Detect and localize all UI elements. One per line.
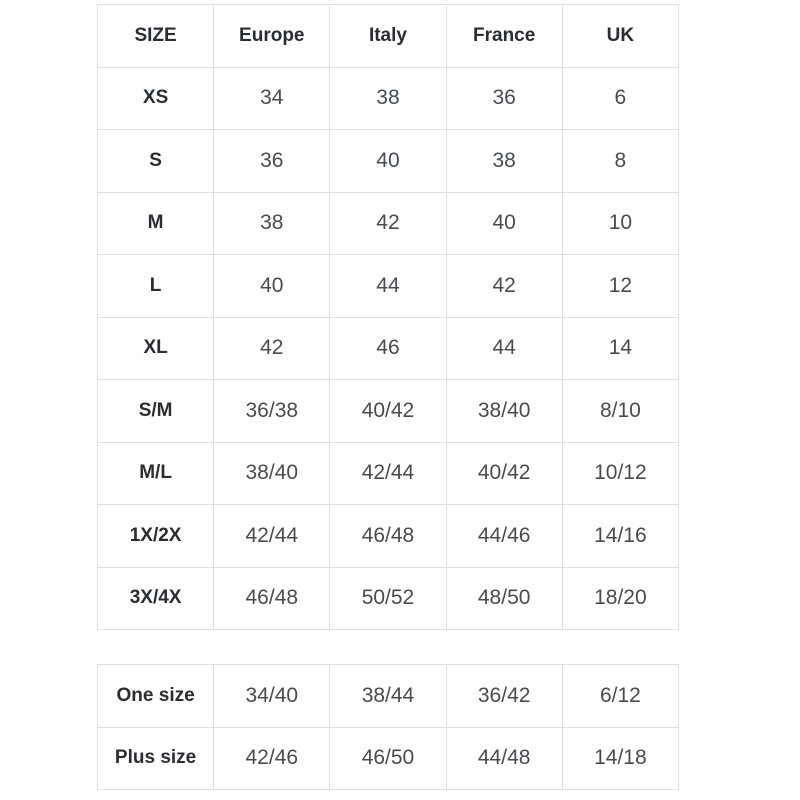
size-value-cell: 44 — [329, 254, 447, 318]
size-value-cell: 8/10 — [561, 379, 680, 443]
size-value-cell: 40/42 — [445, 441, 563, 505]
size-value-cell: 42/46 — [213, 726, 331, 790]
table-row: S 36 40 38 8 — [96, 129, 680, 193]
table-row: M 38 42 40 10 — [96, 191, 680, 255]
size-value-cell: 40 — [329, 129, 447, 193]
size-label-cell: XS — [96, 66, 215, 130]
size-value-cell: 10 — [561, 191, 680, 255]
size-value-cell: 34/40 — [213, 664, 331, 728]
size-value-cell: 38/40 — [445, 379, 563, 443]
column-header-europe: Europe — [213, 4, 331, 68]
size-value-cell: 42/44 — [213, 504, 331, 568]
size-value-cell: 46/48 — [329, 504, 447, 568]
size-value-cell: 14 — [561, 316, 680, 380]
size-label-cell: 1X/2X — [96, 504, 215, 568]
column-header-france: France — [445, 4, 563, 68]
size-value-cell: 44 — [445, 316, 563, 380]
size-value-cell: 40 — [213, 254, 331, 318]
size-value-cell: 14/18 — [561, 726, 680, 790]
size-value-cell: 10/12 — [561, 441, 680, 505]
size-value-cell: 38 — [329, 66, 447, 130]
size-value-cell: 50/52 — [329, 566, 447, 630]
table-row: S/M 36/38 40/42 38/40 8/10 — [96, 379, 680, 443]
size-label-cell: S/M — [96, 379, 215, 443]
size-value-cell: 42/44 — [329, 441, 447, 505]
size-value-cell: 42 — [213, 316, 331, 380]
table-header: SIZE Europe Italy France UK — [96, 4, 680, 68]
size-value-cell: 44/46 — [445, 504, 563, 568]
size-value-cell: 36 — [445, 66, 563, 130]
table-row: XS 34 38 36 6 — [96, 66, 680, 130]
size-value-cell: 6/12 — [561, 664, 680, 728]
size-value-cell: 38 — [213, 191, 331, 255]
size-value-cell: 38 — [445, 129, 563, 193]
size-value-cell: 34 — [213, 66, 331, 130]
table-row: L 40 44 42 12 — [96, 254, 680, 318]
table-row: One size 34/40 38/44 36/42 6/12 — [96, 664, 680, 728]
size-label-cell: M/L — [96, 441, 215, 505]
size-value-cell: 8 — [561, 129, 680, 193]
size-value-cell: 48/50 — [445, 566, 563, 630]
size-value-cell: 46/50 — [329, 726, 447, 790]
size-label-cell: One size — [96, 664, 215, 728]
size-value-cell: 36 — [213, 129, 331, 193]
size-value-cell: 46 — [329, 316, 447, 380]
size-label-cell: Plus size — [96, 726, 215, 790]
special-size-table-body: One size 34/40 38/44 36/42 6/12 Plus size 42/4… — [96, 664, 680, 790]
column-header-size: SIZE — [96, 4, 215, 68]
table-row: Plus size 42/46 46/50 44/48 14/18 — [96, 726, 680, 790]
column-header-uk: UK — [561, 4, 680, 68]
table-row: M/L 38/40 42/44 40/42 10/12 — [96, 441, 680, 505]
size-value-cell: 42 — [329, 191, 447, 255]
column-header-italy: Italy — [329, 4, 447, 68]
size-value-cell: 36/38 — [213, 379, 331, 443]
special-size-table: One size 34/40 38/44 36/42 6/12 Plus size 42/4… — [96, 664, 680, 790]
size-label-cell: 3X/4X — [96, 566, 215, 630]
size-chart-page: SIZE Europe Italy France UK XS 34 38 36 6 S 36… — [96, 4, 680, 790]
size-value-cell: 42 — [445, 254, 563, 318]
size-value-cell: 38/40 — [213, 441, 331, 505]
size-value-cell: 6 — [561, 66, 680, 130]
size-value-cell: 46/48 — [213, 566, 331, 630]
size-value-cell: 40/42 — [329, 379, 447, 443]
size-value-cell: 12 — [561, 254, 680, 318]
size-label-cell: S — [96, 129, 215, 193]
size-label-cell: M — [96, 191, 215, 255]
size-value-cell: 40 — [445, 191, 563, 255]
size-value-cell: 14/16 — [561, 504, 680, 568]
size-table-body: XS 34 38 36 6 S 36 40 38 8 M 38 42 40 10 L 40 44 42 12 XL 42 4… — [96, 66, 680, 630]
table-row: XL 42 46 44 14 — [96, 316, 680, 380]
table-row: 1X/2X 42/44 46/48 44/46 14/16 — [96, 504, 680, 568]
size-conversion-table: SIZE Europe Italy France UK XS 34 38 36 6 S 36… — [96, 4, 680, 630]
size-value-cell: 18/20 — [561, 566, 680, 630]
header-row: SIZE Europe Italy France UK — [96, 4, 680, 68]
size-value-cell: 44/48 — [445, 726, 563, 790]
size-value-cell: 38/44 — [329, 664, 447, 728]
size-value-cell: 36/42 — [445, 664, 563, 728]
table-row: 3X/4X 46/48 50/52 48/50 18/20 — [96, 566, 680, 630]
size-label-cell: L — [96, 254, 215, 318]
size-label-cell: XL — [96, 316, 215, 380]
